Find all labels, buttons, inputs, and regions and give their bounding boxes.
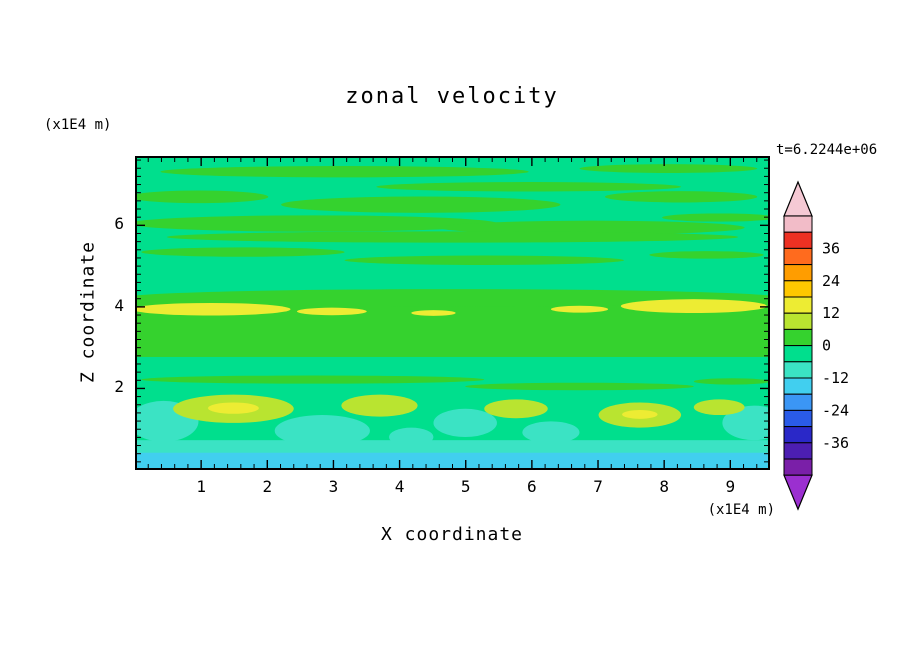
x-tick-label: 6 xyxy=(527,477,537,496)
colorbar-segment xyxy=(783,215,813,233)
colorbar-segment xyxy=(783,280,813,298)
contour-region-yellow xyxy=(550,305,609,313)
contour-region-green xyxy=(662,213,770,222)
x-tick-label: 2 xyxy=(262,477,273,496)
contour-region-turquoise xyxy=(135,440,770,456)
contour-region-green xyxy=(141,247,345,257)
contour-region-green xyxy=(465,382,694,391)
colorbar-bottom-arrow xyxy=(783,474,813,511)
x-tick-label: 7 xyxy=(593,477,603,496)
contour-region-green xyxy=(135,190,269,204)
y-tick-label: 6 xyxy=(114,214,124,234)
contour-region-turquoise xyxy=(433,408,497,438)
contour-region-yellowGreen xyxy=(341,394,418,417)
x-axis-unit-label: (x1E4 m) xyxy=(707,502,775,518)
contour-region-green xyxy=(160,166,529,178)
x-tick-label: 4 xyxy=(394,477,405,496)
contour-region-yellow xyxy=(208,402,259,414)
x-tick-label: 9 xyxy=(725,477,736,496)
contour-region-green xyxy=(281,196,561,213)
colorbar-top-arrow xyxy=(783,180,813,217)
contour-region-yellow xyxy=(622,410,658,419)
colorbar-segment xyxy=(783,247,813,266)
contour-region-green xyxy=(579,164,758,173)
contour-region-green xyxy=(439,220,745,235)
colorbar-segment xyxy=(783,312,813,330)
contour-region-green xyxy=(166,231,739,243)
contour-region-green xyxy=(141,375,485,384)
x-tick-label: 1 xyxy=(196,477,206,496)
colorbar-tick-label: 36 xyxy=(822,239,840,257)
x-tick-label: 5 xyxy=(460,477,471,496)
colorbar-tick-label: -36 xyxy=(822,434,849,452)
contour-region-green xyxy=(376,182,682,192)
colorbar-segment xyxy=(783,377,813,395)
x-tick-label: 3 xyxy=(328,477,339,496)
plot-border xyxy=(135,156,770,470)
y-axis-title: Z coordinate xyxy=(77,240,99,384)
colorbar-segment xyxy=(783,426,813,444)
contour-region-turquoise xyxy=(274,415,370,447)
colorbar-tick-label: 0 xyxy=(822,337,831,355)
x-axis-title: X coordinate xyxy=(380,524,524,545)
colorbar-segment xyxy=(783,328,813,347)
timestamp-label: t=6.2244e+06 xyxy=(776,142,878,158)
colorbar-segment xyxy=(783,409,813,428)
colorbar-tick-label: -12 xyxy=(822,369,849,387)
contour-region-yellow xyxy=(296,307,367,316)
colorbar-segment xyxy=(783,393,813,411)
colorbar-segment xyxy=(783,458,813,476)
colorbar-segment xyxy=(783,345,813,363)
colorbar-tick-label: 12 xyxy=(822,304,840,322)
contour-region-yellowGreen xyxy=(484,399,548,419)
y-axis-unit-label: (x1E4 m) xyxy=(44,117,112,133)
contour-region-green xyxy=(604,191,758,203)
colorbar: 36 24 12 0 -12 -24 -36 xyxy=(783,180,849,511)
contour-region-green xyxy=(135,289,770,307)
colorbar-segment xyxy=(783,296,813,314)
contour-region-turquoise xyxy=(722,405,770,441)
chart-title: zonal velocity xyxy=(345,84,559,109)
contour-region-yellow xyxy=(411,310,456,316)
contour-region-green xyxy=(693,378,770,385)
contour-region-green xyxy=(344,255,624,265)
contour-plot xyxy=(135,156,770,470)
colorbar-tick-label: -24 xyxy=(822,401,849,419)
colorbar-segment xyxy=(783,231,813,249)
colorbar-segment xyxy=(783,361,813,379)
contour-region-yellow xyxy=(135,302,291,316)
colorbar-segment xyxy=(783,264,813,282)
contour-region-green xyxy=(649,251,764,259)
colorbar-segment xyxy=(783,442,813,460)
contour-region-yellow xyxy=(620,299,767,313)
x-tick-label: 8 xyxy=(659,477,669,496)
contour-region-turquoise xyxy=(522,421,580,444)
contour-region-yellowGreen xyxy=(693,399,745,416)
contour-region-green xyxy=(135,215,497,232)
colorbar-tick-label: 24 xyxy=(822,272,840,290)
